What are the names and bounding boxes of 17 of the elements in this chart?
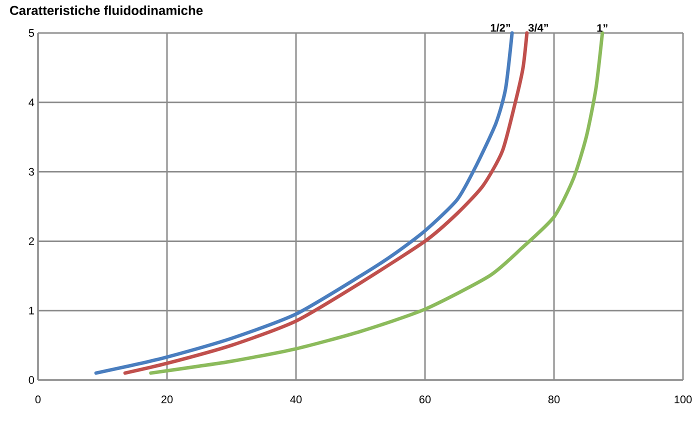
x-tick-label: 40 xyxy=(290,396,302,404)
x-tick-label: 60 xyxy=(419,396,431,404)
y-tick-label: 2 xyxy=(28,237,34,246)
series-label: 1/2” xyxy=(490,24,510,32)
y-tick-label: 5 xyxy=(28,29,34,37)
x-tick-label: 100 xyxy=(674,396,692,404)
series-label: 3/4” xyxy=(528,24,548,32)
line-series xyxy=(149,31,604,375)
x-tick-label: 80 xyxy=(548,396,560,404)
x-tick-label: 0 xyxy=(35,396,41,404)
y-tick-label: 4 xyxy=(28,98,34,106)
chart-title: Caratteristiche fluidodinamiche xyxy=(10,6,203,16)
y-tick-label: 0 xyxy=(28,376,34,384)
y-tick-label: 1 xyxy=(29,306,34,314)
x-tick-label: 20 xyxy=(161,396,173,404)
series-label: 1” xyxy=(597,24,608,32)
y-tick-label: 3 xyxy=(28,168,34,176)
